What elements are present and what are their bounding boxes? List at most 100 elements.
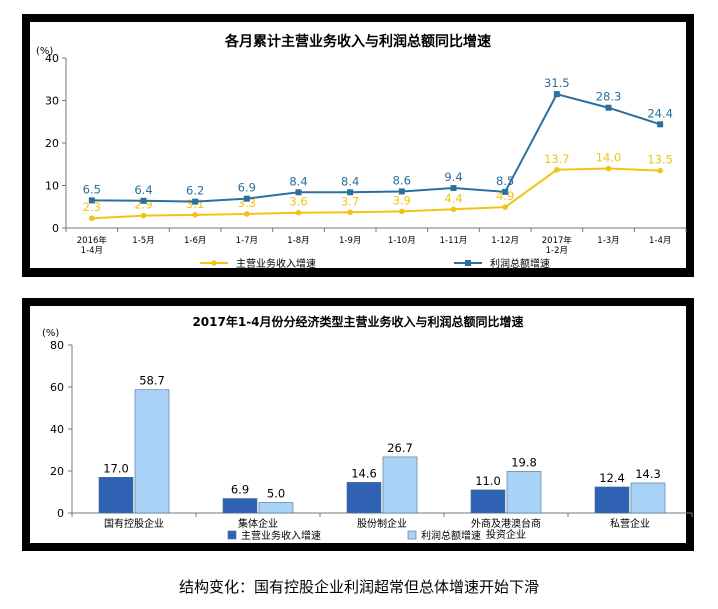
- x-tick-label: 1-10月: [388, 236, 416, 246]
- data-point: [140, 197, 147, 204]
- data-point: [244, 211, 250, 217]
- data-point: [554, 166, 560, 173]
- data-label: 6.9: [231, 483, 249, 497]
- x-tick-label: 1-2月: [546, 246, 568, 256]
- legend-swatch: [227, 530, 237, 540]
- y-tick-label: 20: [45, 137, 59, 150]
- y-tick-label: 60: [50, 381, 64, 394]
- series-line: [91, 92, 661, 203]
- data-label: 14.6: [351, 466, 377, 480]
- data-label: 28.3: [596, 90, 622, 104]
- bar: [258, 502, 294, 514]
- data-label: 24.4: [647, 106, 673, 120]
- x-tick-label: 1-8月: [287, 236, 309, 246]
- x-tick-label: 2016年: [77, 235, 108, 246]
- bar: [506, 471, 542, 514]
- data-point: [398, 188, 405, 195]
- data-label: 17.0: [103, 461, 129, 475]
- data-point: [243, 195, 250, 202]
- x-tick-label: 2017年: [542, 235, 573, 246]
- x-tick-label: 1-7月: [236, 236, 258, 246]
- data-point: [450, 206, 457, 213]
- y-tick-label: 30: [45, 95, 59, 108]
- chart-title: 各月累计主营业务收入与利润总额同比增速: [224, 33, 491, 50]
- data-label: 14.0: [596, 151, 622, 165]
- x-tick-label: 集体企业: [238, 517, 278, 530]
- x-tick-label: 私营企业: [610, 517, 650, 530]
- data-point: [399, 208, 405, 215]
- chart-title: 2017年1-4月份分经济类型主营业务收入与利润总额同比增速: [192, 314, 523, 329]
- x-tick-label: 投资企业: [486, 528, 526, 541]
- data-point: [502, 204, 508, 210]
- x-tick-label: 1-9月: [339, 236, 361, 246]
- data-label: 2.3: [83, 200, 101, 214]
- data-point: [605, 165, 612, 172]
- bar: [594, 486, 630, 514]
- bar-chart-panel: 2017年1-4月份分经济类型主营业务收入与利润总额同比增速 (%) 0 20 40 60…: [22, 298, 694, 551]
- y-tick-label: 40: [50, 423, 64, 436]
- bar: [382, 456, 418, 514]
- caption-text: 结构变化：国有控股企业利润超常但总体增速开始下滑: [178, 578, 539, 596]
- data-point: [192, 198, 199, 205]
- x-tick-label: 外商及港澳台商: [471, 517, 541, 530]
- x-tick-label: 1-3月: [597, 236, 619, 246]
- line-chart: 各月累计主营业务收入与利润总额同比增速(%)0102030402016年1-4月…: [30, 22, 687, 270]
- data-label: 3.6: [289, 195, 307, 209]
- data-label: 58.7: [139, 374, 165, 388]
- data-label: 4.4: [444, 191, 462, 205]
- data-label: 12.4: [599, 471, 625, 485]
- x-tick-label: 1-5月: [132, 236, 154, 246]
- bar: [134, 389, 170, 514]
- data-label: 5.0: [267, 487, 285, 501]
- x-tick-label: 1-4月: [649, 236, 671, 246]
- bar: [98, 477, 134, 514]
- line-chart-panel: 各月累计主营业务收入与利润总额同比增速 (%) 0 10 20 30 40 2016年 1-4月…: [22, 14, 694, 277]
- y-tick-label: 40: [45, 52, 59, 65]
- legend-marker: [465, 260, 471, 266]
- bar-chart: 2017年1-4月份分经济类型主营业务收入与利润总额同比增速 (%) 0 20 40 60…: [30, 306, 693, 543]
- data-point: [450, 185, 457, 192]
- data-label: 3.7: [341, 194, 359, 208]
- x-tick-label: 1-4月: [81, 246, 103, 256]
- data-point: [192, 212, 198, 218]
- y-axis-label: (%): [42, 328, 59, 339]
- chart-frame: [30, 22, 686, 268]
- data-label: 8.5: [496, 174, 514, 188]
- data-label: 8.4: [289, 174, 307, 188]
- x-tick-label: 国有控股企业: [104, 517, 164, 530]
- data-label: 6.5: [83, 182, 101, 196]
- bar: [346, 482, 382, 514]
- x-tick-label: 股份制企业: [357, 517, 407, 530]
- data-point: [657, 121, 664, 128]
- y-tick-label: 20: [50, 465, 64, 478]
- bar: [222, 498, 258, 514]
- data-point: [347, 209, 353, 216]
- bar: [470, 489, 506, 514]
- data-label: 9.4: [444, 170, 462, 184]
- y-tick-label: 10: [45, 180, 59, 193]
- data-point: [657, 167, 663, 174]
- y-tick-label: 0: [52, 222, 59, 235]
- data-label: 19.8: [511, 455, 537, 469]
- data-point: [88, 197, 95, 204]
- data-point: [553, 91, 560, 98]
- y-tick-label: 0: [57, 507, 64, 520]
- legend-label: 利润总额增速: [490, 257, 550, 270]
- data-point: [89, 215, 95, 222]
- x-tick-label: 1-12月: [491, 236, 519, 246]
- y-tick-label: 80: [50, 339, 64, 352]
- data-label: 4.9: [496, 189, 514, 203]
- y-axis-label: (%): [36, 46, 53, 57]
- legend-marker: [211, 260, 217, 266]
- series-line: [91, 167, 661, 220]
- data-label: 13.7: [544, 152, 570, 166]
- data-label: 13.5: [647, 153, 673, 167]
- data-point: [347, 189, 354, 196]
- legend-label: 利润总额增速: [421, 529, 481, 542]
- data-label: 8.4: [341, 174, 359, 188]
- data-label: 26.7: [387, 441, 413, 455]
- data-label: 6.2: [186, 184, 204, 198]
- data-label: 8.6: [393, 173, 411, 187]
- legend-label: 主营业务收入增速: [236, 257, 316, 270]
- data-point: [502, 188, 509, 195]
